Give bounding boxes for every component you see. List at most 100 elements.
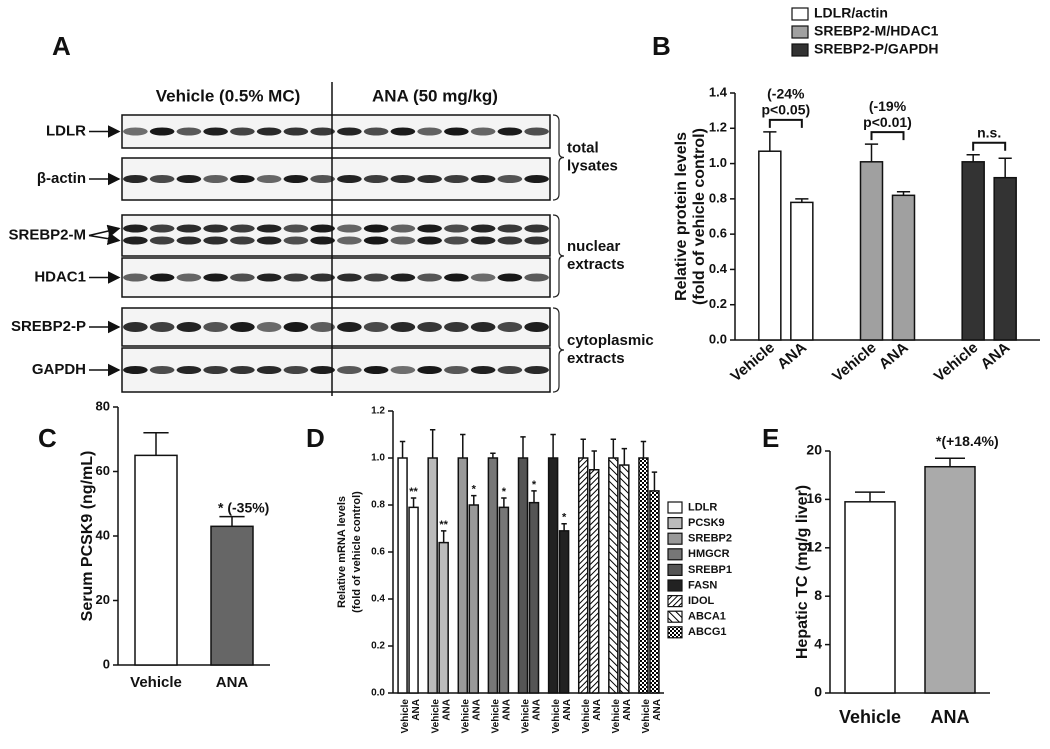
blot-band: [310, 366, 335, 374]
row-label: LDLR: [46, 122, 86, 139]
x-tick-label: ANA: [532, 699, 543, 721]
error-bar: [471, 494, 477, 505]
annotation: **: [439, 519, 448, 531]
bracket: [552, 114, 565, 201]
blot-band: [310, 127, 335, 136]
blot-band: [524, 224, 549, 233]
error-bar: [460, 433, 466, 458]
x-tick-label: ANA: [471, 699, 482, 721]
bar: [608, 457, 619, 694]
y-tick-label: 4: [814, 635, 822, 651]
legend-label: SREBP2-M/HDAC1: [814, 23, 939, 39]
blot-band: [123, 224, 148, 233]
y-tick-label: 0.6: [709, 226, 727, 241]
x-tick-label: Vehicle: [521, 699, 532, 734]
blot-band: [390, 322, 416, 332]
x-tick-label: Vehicle: [727, 339, 778, 385]
bar: [758, 150, 782, 341]
blot-band: [283, 322, 309, 332]
bar: [961, 161, 985, 341]
x-tick-label: ANA: [652, 699, 663, 721]
error-bar: [143, 432, 169, 456]
bar: [427, 457, 438, 694]
error-bar: [795, 198, 809, 203]
error-bar: [621, 447, 628, 466]
bar: [588, 469, 600, 694]
blot-band: [417, 236, 442, 245]
blot-band: [283, 236, 309, 245]
y-tick-label: 16: [806, 490, 822, 506]
bar: [210, 525, 254, 666]
y-tick-label: 0.0: [709, 331, 727, 346]
blot-band: [176, 236, 202, 245]
x-tick-label: ANA: [876, 339, 912, 373]
y-tick-label: 0.0: [371, 688, 385, 699]
blot-band: [310, 236, 335, 245]
legend-label: LDLR/actin: [814, 5, 888, 21]
blot-band: [524, 236, 549, 245]
blot-band: [417, 224, 442, 233]
blot-band: [256, 175, 282, 183]
blot-band: [337, 366, 362, 374]
bar: [487, 457, 499, 694]
error-bar: [610, 438, 617, 458]
legend-label: FASN: [688, 579, 717, 591]
y-axis-label: Relative protein levels: [673, 132, 690, 301]
blot-band: [123, 366, 148, 374]
blot-band: [149, 273, 175, 282]
blot-band: [176, 322, 202, 332]
blot-band: [176, 366, 202, 374]
blot-band: [524, 175, 549, 183]
error-bar: [651, 471, 658, 491]
blot-band: [444, 236, 469, 245]
group-label: Vehicle (0.5% MC): [156, 86, 301, 105]
annotation: p<0.01): [863, 114, 912, 130]
annotation: *: [502, 486, 507, 498]
group-label: ANA (50 mg/kg): [372, 86, 498, 105]
error-bar: [531, 490, 537, 503]
x-tick-label: Vehicle: [130, 674, 182, 691]
annotation: *: [562, 512, 567, 524]
blot-band: [203, 236, 228, 245]
blot-band: [123, 236, 148, 245]
blot-band: [390, 273, 416, 282]
blot-band: [444, 273, 469, 282]
blot-band: [283, 224, 309, 233]
legend-swatch: [667, 548, 683, 561]
error-bar: [399, 440, 406, 458]
y-tick-label: 8: [814, 587, 822, 603]
error-bar: [896, 191, 911, 196]
blot-band: [497, 273, 523, 282]
legend-swatch: [791, 25, 809, 39]
error-bar: [410, 497, 417, 508]
blot-band: [283, 366, 309, 374]
annotation: (-19%: [869, 98, 907, 114]
blot-band: [390, 224, 416, 233]
bar: [638, 457, 649, 694]
bar: [619, 464, 630, 694]
error-bar: [763, 131, 777, 152]
blot-band: [470, 366, 496, 374]
bracket-label: extracts: [567, 256, 625, 273]
bar: [649, 490, 660, 694]
x-tick-label: ANA: [931, 707, 970, 727]
blot-band: [283, 175, 309, 183]
blot-band: [363, 224, 389, 233]
bracket-label: lysates: [567, 157, 618, 174]
blot-band: [390, 236, 416, 245]
panel-label: D: [306, 423, 325, 453]
legend-label: LDLR: [688, 501, 717, 513]
blot-band: [256, 366, 282, 374]
blot-band: [337, 127, 362, 136]
blot-band: [203, 224, 228, 233]
blot-band: [230, 127, 255, 136]
annotation: p<0.05): [762, 102, 811, 118]
blot-band: [123, 273, 148, 282]
bracket-label: total: [567, 139, 599, 156]
legend-label: ABCA1: [688, 611, 726, 623]
blot-band: [176, 127, 202, 136]
y-tick-label: 1.2: [371, 406, 385, 417]
blot-band: [497, 236, 523, 245]
legend-swatch: [667, 594, 683, 608]
legend-swatch: [667, 610, 683, 623]
